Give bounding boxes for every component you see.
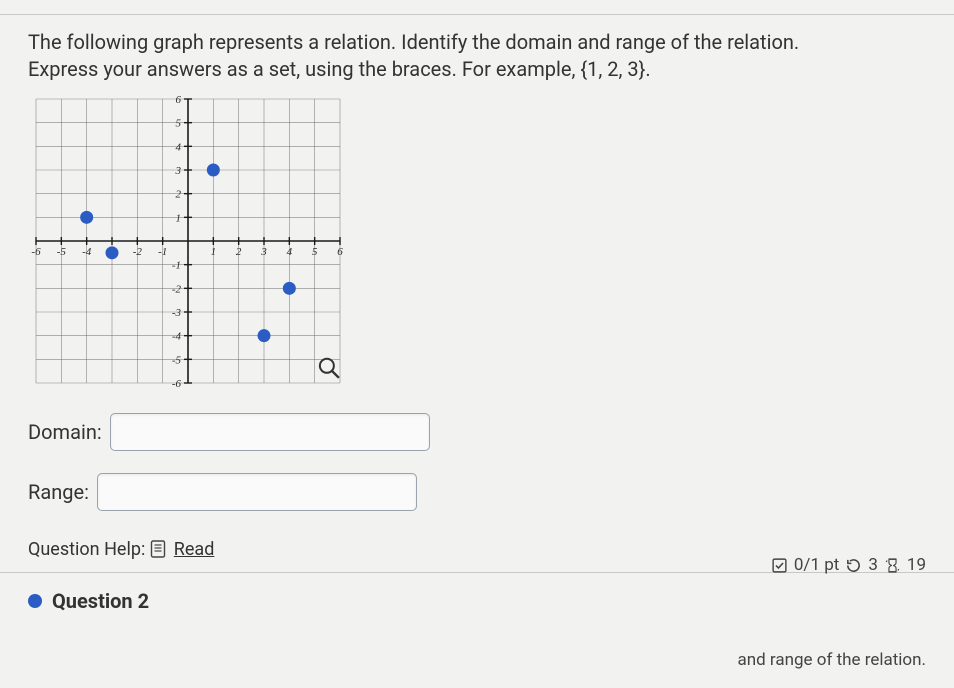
svg-text:3: 3 [175, 165, 182, 177]
checkbox-icon [771, 557, 788, 574]
retry-count: 3 [868, 555, 878, 575]
svg-text:5: 5 [176, 118, 182, 130]
svg-text:4: 4 [287, 246, 293, 258]
question-status-dot-icon [28, 594, 42, 608]
read-doc-icon [150, 540, 166, 558]
question-2-header[interactable]: Question 2 [28, 589, 149, 613]
svg-text:6: 6 [176, 94, 182, 106]
retry-icon [845, 557, 862, 574]
svg-text:-6: -6 [172, 378, 182, 390]
svg-text:-2: -2 [133, 246, 143, 258]
svg-text:6: 6 [337, 246, 343, 258]
partial-next-prompt: and range of the relation. [737, 650, 926, 670]
svg-text:-4: -4 [82, 246, 92, 258]
svg-text:-2: -2 [172, 283, 182, 295]
svg-text:-1: -1 [172, 260, 181, 272]
help-label: Question Help: [28, 539, 145, 560]
svg-text:-3: -3 [172, 307, 182, 319]
question-prompt: The following graph represents a relatio… [28, 29, 926, 83]
svg-text:4: 4 [176, 141, 182, 153]
points-badge: 0/1 pt 3 19 [771, 555, 926, 575]
domain-input[interactable] [110, 413, 430, 451]
range-label: Range: [28, 480, 89, 504]
relation-graph: -6-5-4-3-2-1123456-6-5-4-3-2-1123456 [28, 91, 926, 395]
svg-text:-6: -6 [31, 246, 41, 258]
domain-label: Domain: [28, 420, 102, 444]
prompt-line-2: Express your answers as a set, using the… [28, 57, 651, 81]
question-2-label: Question 2 [52, 589, 149, 613]
score-text: 0/1 pt [794, 555, 839, 575]
svg-text:1: 1 [176, 212, 182, 224]
read-link[interactable]: Read [174, 539, 215, 560]
svg-text:5: 5 [312, 246, 318, 258]
svg-text:-1: -1 [158, 246, 167, 258]
svg-text:3: 3 [260, 246, 267, 258]
svg-text:-4: -4 [172, 331, 182, 343]
prompt-line-1: The following graph represents a relatio… [28, 30, 799, 54]
svg-text:-5: -5 [57, 246, 67, 258]
svg-text:1: 1 [211, 246, 217, 258]
attempts-count: 19 [907, 555, 926, 575]
range-input[interactable] [97, 473, 417, 511]
svg-text:2: 2 [236, 246, 242, 258]
svg-text:-5: -5 [172, 354, 182, 366]
svg-text:2: 2 [176, 189, 182, 201]
attempts-icon [884, 557, 901, 574]
